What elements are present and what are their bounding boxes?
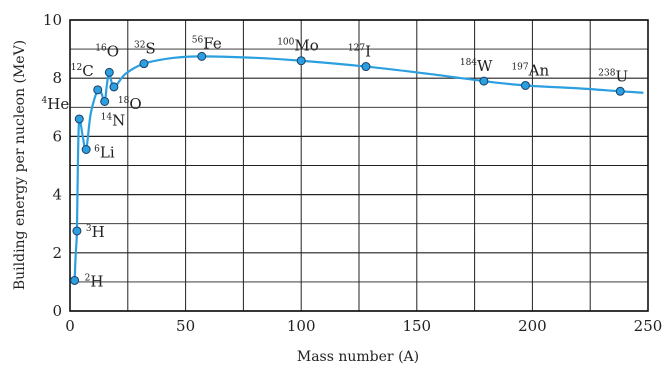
point-marker-o18 [109, 82, 119, 92]
point-label-i127: 127I [348, 43, 371, 61]
x-tick-label: 0 [65, 317, 75, 335]
mass-number: 2 [85, 273, 91, 283]
element-symbol: I [365, 43, 371, 61]
point-label-o16: 16O [95, 42, 119, 60]
element-symbol: H [92, 223, 105, 241]
y-tick-label: 4 [52, 186, 62, 204]
plot-frame [69, 19, 649, 312]
point-marker-s32 [139, 59, 149, 69]
mass-number: 12 [71, 63, 82, 73]
y-tick-labels: 0 2 4 6 8 10 [43, 11, 62, 320]
mass-number: 3 [86, 224, 92, 234]
point-marker-an197 [520, 80, 530, 90]
element-symbol: He [47, 95, 69, 113]
point-marker-c12 [93, 85, 103, 95]
grid [69, 19, 649, 312]
mass-number: 56 [192, 35, 204, 45]
y-axis-title: Building energy per nucleon (MeV) [12, 40, 28, 290]
point-label-li6: 6Li [94, 143, 115, 161]
y-tick-label: 10 [43, 11, 62, 29]
element-symbol: O [107, 42, 119, 60]
element-symbol: O [129, 95, 141, 113]
mass-number: 197 [511, 62, 528, 72]
x-tick-label: 250 [634, 317, 662, 335]
point-marker-he4 [74, 114, 84, 124]
plot-border [69, 19, 649, 312]
x-tick-labels: 0 50 100 150 200 250 [65, 317, 662, 335]
element-symbol: H [90, 272, 103, 290]
point-label-h2: 2H [85, 272, 104, 290]
mass-number: 32 [134, 41, 145, 51]
element-symbol: An [528, 61, 550, 79]
element-symbol: Fe [203, 34, 222, 52]
point-marker-li6 [81, 144, 91, 154]
point-label-he4: 4He [42, 95, 70, 113]
point-marker-o16 [104, 67, 114, 77]
element-symbol: Mo [294, 37, 318, 55]
element-symbol: C [82, 62, 93, 80]
point-label-o18: 18O [118, 95, 142, 113]
point-marker-h2 [70, 275, 80, 285]
y-tick-label: 8 [52, 69, 62, 87]
mass-number: 127 [348, 44, 365, 54]
y-tick-label: 6 [52, 127, 62, 145]
mass-number: 4 [42, 96, 48, 106]
element-symbol: U [615, 67, 628, 85]
mass-number: 184 [460, 58, 477, 68]
element-symbol: S [145, 40, 155, 58]
point-marker-i127 [361, 62, 371, 72]
x-tick-label: 100 [287, 317, 316, 335]
point-marker-u238 [615, 86, 625, 96]
x-tick-label: 50 [176, 317, 195, 335]
point-marker-n14 [100, 96, 110, 106]
x-axis-title: Mass number (A) [297, 349, 419, 365]
y-tick-label: 2 [52, 244, 62, 262]
mass-number: 6 [94, 144, 100, 154]
point-label-an197: 197An [511, 61, 549, 79]
point-label-fe56: 56Fe [192, 34, 222, 52]
point-label-mo100: 100Mo [277, 37, 319, 55]
mass-number: 18 [118, 96, 130, 106]
mass-number: 238 [598, 68, 615, 78]
element-symbol: Li [100, 143, 115, 161]
mass-number: 14 [101, 112, 113, 122]
point-label-h3: 3H [86, 223, 105, 241]
element-symbol: W [477, 57, 493, 75]
point-marker-fe56 [197, 51, 207, 61]
point-label-u238: 238U [598, 67, 628, 85]
x-tick-label: 150 [402, 317, 431, 335]
point-marker-h3 [72, 226, 82, 236]
point-label-s32: 32S [134, 40, 156, 58]
y-tick-label: 0 [52, 302, 62, 320]
x-tick-label: 200 [518, 317, 547, 335]
point-label-c12: 12C [71, 62, 94, 80]
mass-number: 16 [95, 43, 107, 53]
point-label-w184: 184W [460, 57, 493, 75]
mass-number: 100 [277, 38, 294, 48]
point-marker-mo100 [296, 56, 306, 66]
point-marker-w184 [479, 76, 489, 86]
element-symbol: N [112, 111, 125, 129]
point-label-n14: 14N [101, 111, 126, 129]
